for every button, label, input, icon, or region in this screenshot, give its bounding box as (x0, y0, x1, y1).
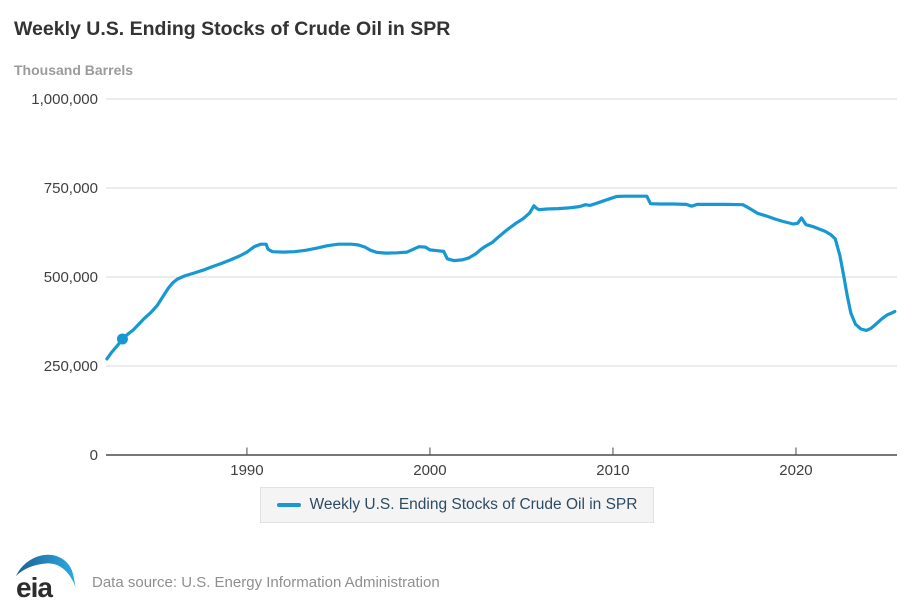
x-axis-tick-label: 1990 (230, 462, 263, 479)
legend-item-spr-series[interactable]: Weekly U.S. Ending Stocks of Crude Oil i… (276, 496, 638, 514)
y-axis-tick-label: 750,000 (44, 180, 98, 197)
y-axis-tick-label: 250,000 (44, 358, 98, 375)
plot-area: 0 250,000 500,000 750,000 1,000,000 1990 2000 2… (31, 91, 897, 479)
x-axis-tick-label: 2000 (413, 462, 446, 479)
legend-line-swatch (276, 503, 301, 507)
eia-logo-text: eia (16, 572, 53, 600)
eia-logo-swoosh-icon (16, 554, 76, 587)
y-axis-tick-label: 500,000 (44, 269, 98, 286)
chart-title: Weekly U.S. Ending Stocks of Crude Oil i… (14, 18, 451, 40)
chart-units-subtitle: Thousand Barrels (14, 62, 134, 78)
legend: Weekly U.S. Ending Stocks of Crude Oil i… (0, 487, 914, 523)
legend-box: Weekly U.S. Ending Stocks of Crude Oil i… (259, 487, 655, 523)
footer: eia Data source: U.S. Energy Information… (14, 550, 440, 600)
data-source-text: Data source: U.S. Energy Information Adm… (92, 574, 440, 591)
spr-stocks-line-series (105, 194, 897, 361)
legend-series-label: Weekly U.S. Ending Stocks of Crude Oil i… (309, 496, 638, 513)
y-axis-tick-label: 0 (90, 447, 98, 464)
eia-logo[interactable]: eia (14, 550, 78, 600)
series-point-marker (116, 333, 128, 345)
x-axis-tick-label: 2010 (596, 462, 629, 479)
x-axis-tick-label: 2020 (779, 462, 812, 479)
y-axis-tick-label: 1,000,000 (31, 91, 98, 108)
